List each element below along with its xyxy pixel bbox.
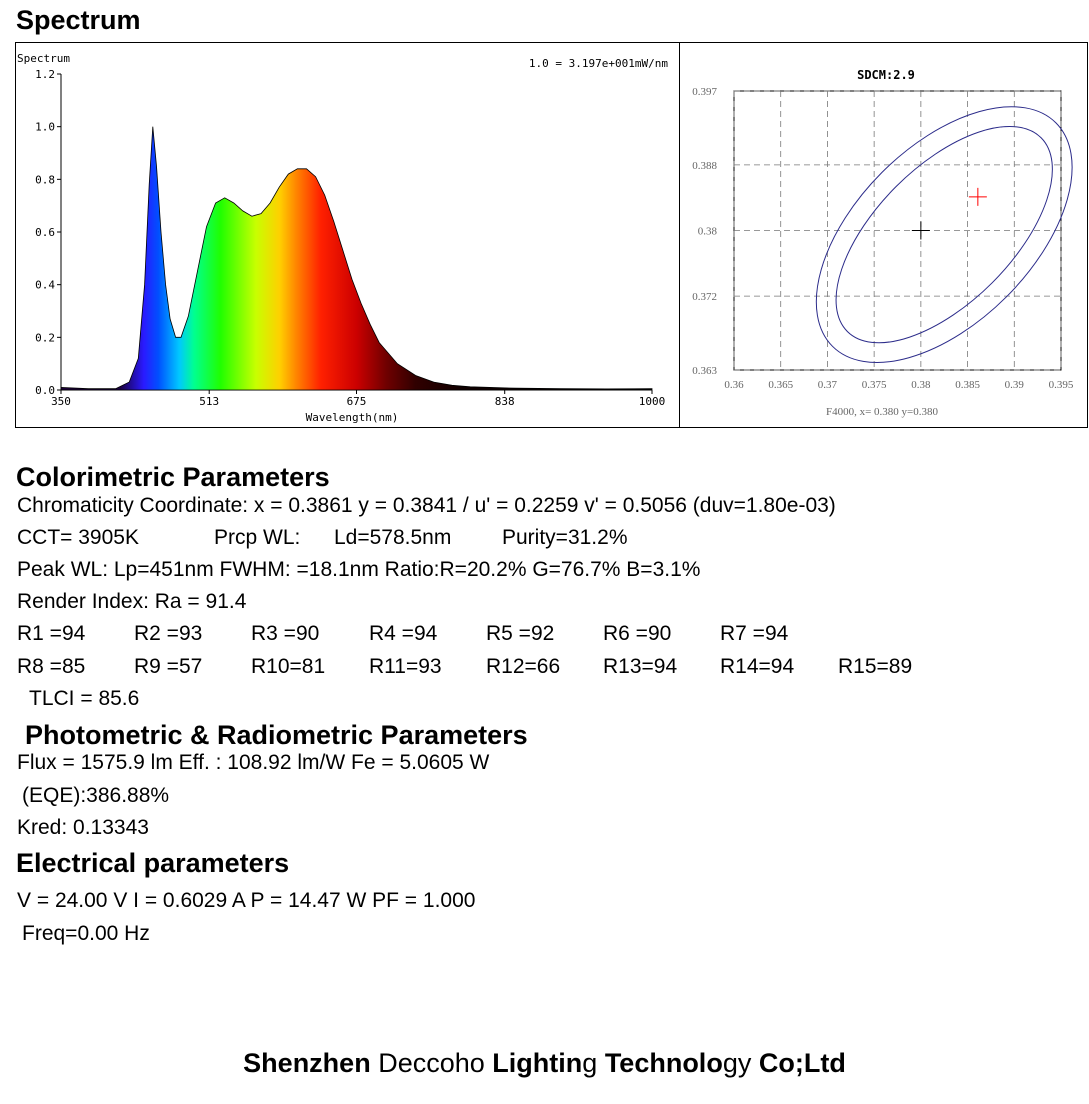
spectrum-heading: Spectrum — [16, 5, 141, 35]
electrical-line: V = 24.00 V I = 0.6029 A P = 14.47 W PF … — [17, 889, 476, 912]
spectrum-y-tick-label: 0.8 — [35, 173, 55, 186]
eqe-value: (EQE):386.88% — [22, 784, 170, 807]
sdcm-y-tick-label: 0.397 — [692, 86, 717, 98]
spectrum-y-tick-label: 1.2 — [35, 68, 55, 81]
panel-divider — [679, 43, 680, 427]
ld-value: Ld=578.5nm — [334, 526, 452, 549]
cri-value-b8: R15=89 — [838, 655, 913, 678]
cri-value-b6: R13=94 — [603, 655, 678, 678]
chromaticity-line: Chromaticity Coordinate: x = 0.3861 y = … — [17, 494, 836, 517]
tlci-value: TLCI = 85.6 — [29, 687, 140, 710]
spectrum-scale-note: 1.0 = 3.197e+001mW/nm — [529, 57, 668, 70]
sdcm-chart: 0.36 0.365 0.37 0.375 0.38 0.385 0.39 0.395 0.39… — [692, 68, 1074, 418]
peak-wl-line: Peak WL: Lp=451nm FWHM: =18.1nm Ratio:R=… — [17, 558, 701, 581]
footer-word-1: Shenzhen — [243, 1048, 371, 1078]
sdcm-x-tick-label: 0.38 — [911, 379, 931, 391]
footer-word-5: Co;Ltd — [758, 1048, 846, 1078]
spectrum-y-tick-label: 0.4 — [35, 279, 55, 292]
sdcm-title: SDCM:2.9 — [857, 68, 915, 82]
cri-value-b2: R9 =57 — [134, 655, 203, 678]
sdcm-x-tick-label: 0.385 — [955, 379, 980, 391]
cri-value-b7: R14=94 — [720, 655, 795, 678]
spectrum-y-tick-label: 0.6 — [35, 226, 55, 239]
kred-value: Kred: 0.13343 — [17, 816, 149, 839]
cri-value-a2: R2 =93 — [134, 622, 203, 645]
electrical-heading: Electrical parameters — [16, 848, 290, 878]
sdcm-y-tick-label: 0.363 — [692, 365, 717, 377]
footer-word-4: Technology — [604, 1048, 752, 1078]
sdcm-y-tick-label: 0.38 — [698, 226, 718, 238]
cri-value-b5: R12=66 — [486, 655, 561, 678]
render-index: Render Index: Ra = 91.4 — [17, 590, 247, 613]
cri-value-a6: R6 =90 — [603, 622, 672, 645]
spectrum-x-tick-label: 675 — [347, 395, 367, 408]
purity-value: Purity=31.2% — [502, 526, 628, 549]
cri-value-a5: R5 =92 — [486, 622, 555, 645]
sdcm-caption: F4000, x= 0.380 y=0.380 — [826, 406, 939, 418]
sdcm-x-tick-label: 0.375 — [862, 379, 887, 391]
spectrum-y-tick-label: 0.2 — [35, 331, 55, 344]
spectrum-chart-title: Spectrum — [17, 52, 70, 65]
flux-line: Flux = 1575.9 lm Eff. : 108.92 lm/W Fe =… — [17, 751, 490, 774]
cri-value-b1: R8 =85 — [17, 655, 86, 678]
sdcm-x-tick-label: 0.36 — [724, 379, 744, 391]
spectrum-x-tick-label: 513 — [199, 395, 219, 408]
footer-word-2: Deccoho — [378, 1048, 485, 1078]
frequency-value: Freq=0.00 Hz — [22, 922, 150, 945]
footer-word-3: Lighting — [492, 1048, 598, 1078]
spectrum-y-tick-label: 1.0 — [35, 121, 55, 134]
sdcm-x-tick-label: 0.365 — [768, 379, 793, 391]
cct-value: CCT= 3905K — [17, 526, 139, 549]
spectrum-chart: 0.0 0.2 0.4 0.6 0.8 1.0 1.2 350 513 675 838 1000 Sp… — [17, 52, 668, 424]
sdcm-y-tick-label: 0.388 — [692, 160, 717, 172]
spectrum-x-label: Wavelength(nm) — [306, 411, 399, 424]
spectrum-x-tick-label: 350 — [51, 395, 71, 408]
prcp-wl-label: Prcp WL: — [214, 526, 301, 549]
spectrum-x-tick-label: 1000 — [639, 395, 666, 408]
colorimetric-heading: Colorimetric Parameters — [16, 462, 330, 492]
sdcm-outer-ellipse — [815, 106, 1073, 363]
spectrum-x-tick-label: 838 — [495, 395, 515, 408]
cri-value-a3: R3 =90 — [251, 622, 320, 645]
photometric-heading: Photometric & Radiometric Parameters — [25, 720, 528, 750]
sdcm-inner-ellipse — [835, 125, 1053, 344]
cri-value-a7: R7 =94 — [720, 622, 789, 645]
chart-panel: 0.0 0.2 0.4 0.6 0.8 1.0 1.2 350 513 675 838 1000 Sp… — [15, 42, 1088, 428]
spectrum-area — [60, 126, 653, 391]
sdcm-x-tick-label: 0.395 — [1049, 379, 1074, 391]
company-footer: Shenzhen Deccoho Lighting Technology Co;… — [0, 1048, 1089, 1079]
cri-value-b4: R11=93 — [369, 655, 442, 678]
sdcm-x-tick-label: 0.37 — [818, 379, 838, 391]
spectrum-y-tick-label: 0.0 — [35, 384, 55, 397]
cri-value-a1: R1 =94 — [17, 622, 86, 645]
cri-value-a4: R4 =94 — [369, 622, 438, 645]
sdcm-y-tick-label: 0.372 — [692, 291, 717, 303]
sdcm-x-tick-label: 0.39 — [1005, 379, 1025, 391]
cri-value-b3: R10=81 — [251, 655, 326, 678]
